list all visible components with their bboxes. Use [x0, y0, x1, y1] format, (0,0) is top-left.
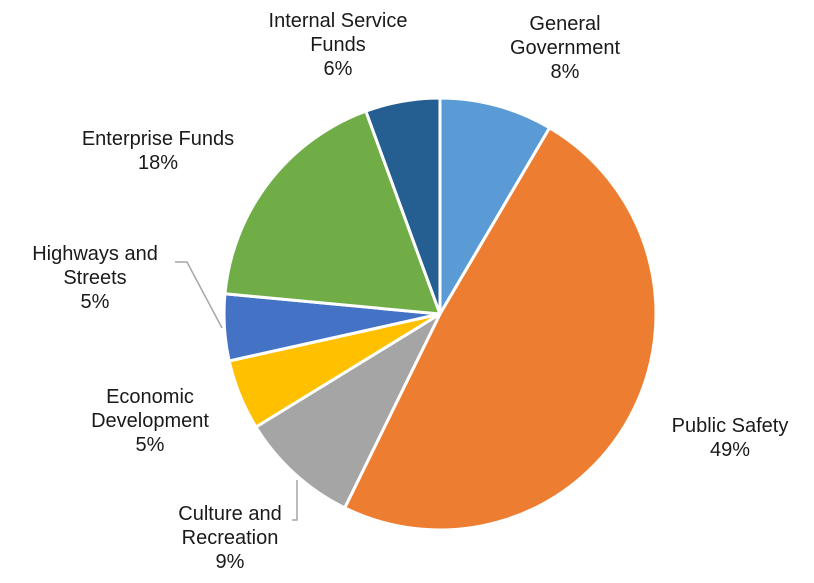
data-label-category-line: Public Safety [672, 415, 789, 437]
data-label-category-line: Highways and [32, 243, 158, 265]
data-label-category-line: Streets [63, 267, 126, 289]
data-label-category-line: Development [91, 410, 209, 432]
leader-line-culture-and-recreation [292, 480, 298, 521]
pie-slice-public-safety [343, 126, 658, 532]
pie-slice-internal-service-funds [364, 96, 442, 316]
data-label-percent: 5% [81, 291, 110, 313]
data-label-category-line: General [529, 13, 600, 35]
slices-layer [222, 96, 658, 532]
pie-slice-culture-and-recreation [254, 312, 442, 510]
data-label-percent: 8% [551, 61, 580, 83]
data-label-category-line: Economic [106, 386, 194, 408]
data-label-percent: 18% [138, 152, 178, 174]
data-label-percent: 9% [216, 551, 245, 573]
data-label-percent: 6% [324, 58, 353, 80]
leader-lines-layer [175, 261, 298, 521]
data-label-percent: 5% [136, 434, 165, 456]
leader-line-highways-and-streets [175, 261, 223, 329]
data-label-category-line: Government [510, 37, 620, 59]
pie-slice-general-government [438, 96, 552, 316]
data-label-category-line: Enterprise Funds [82, 128, 234, 150]
data-label-category-line: Internal Service [269, 10, 408, 32]
pie-slice-enterprise-funds [223, 109, 442, 316]
data-label-category-line: Recreation [182, 527, 279, 549]
data-label-category-line: Culture and [178, 503, 281, 525]
data-label-category-line: Funds [310, 34, 366, 56]
data-label-percent: 49% [710, 439, 750, 461]
